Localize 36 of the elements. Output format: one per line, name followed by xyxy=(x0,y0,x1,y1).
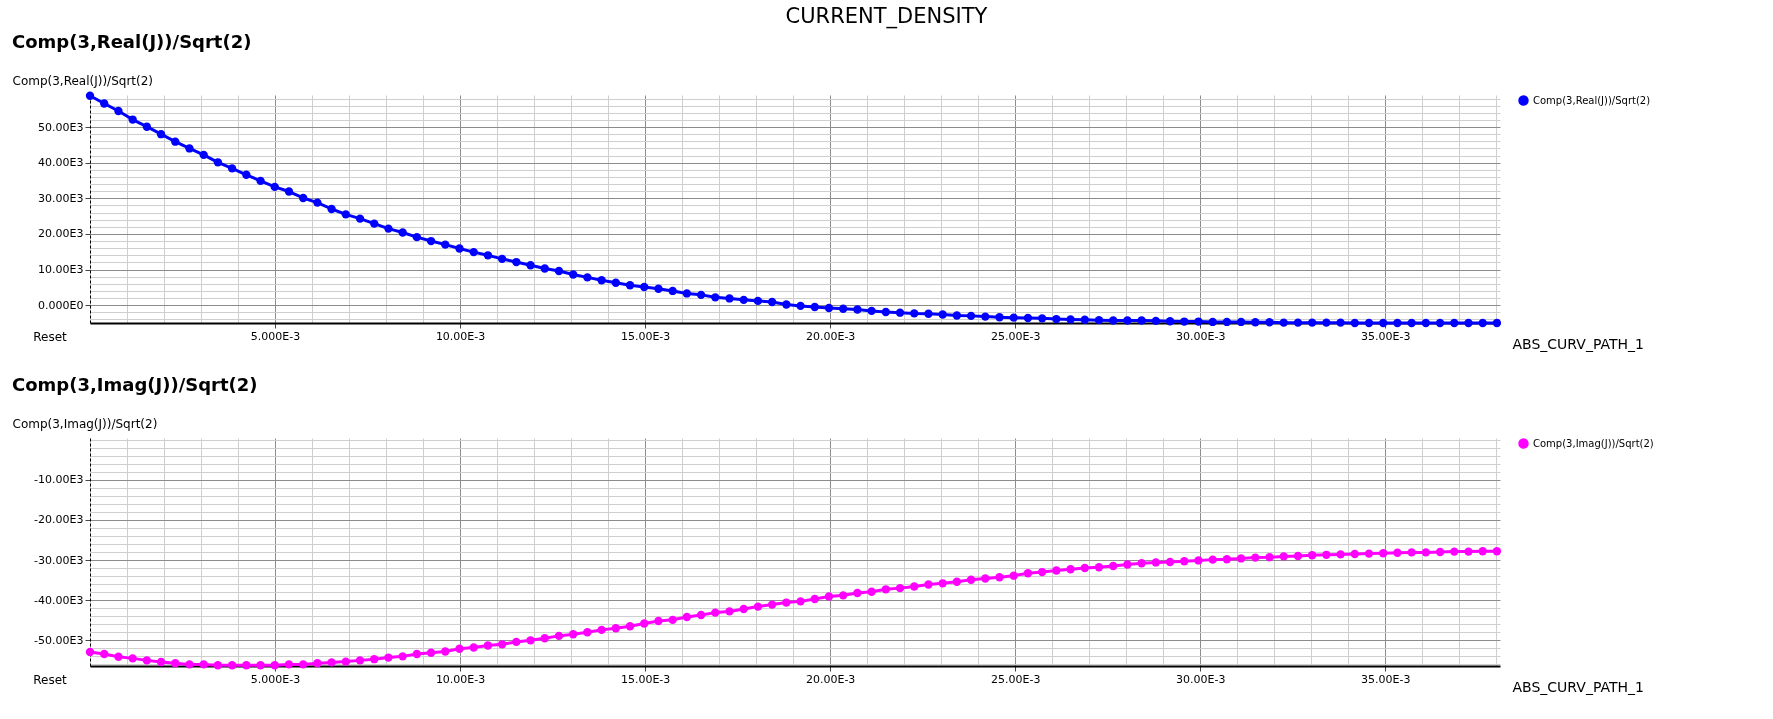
x-tick-label: 15.00E-3 xyxy=(620,329,671,343)
x-axis-title: ABS_CURV_PATH_1 xyxy=(1512,335,1644,352)
x-tick-label: 15.00E-3 xyxy=(620,672,671,686)
x-tick-label: 35.00E-3 xyxy=(1361,329,1411,343)
y-axis-title: Comp(3,Real(J))/Sqrt(2) xyxy=(12,73,154,88)
x-axis-title: ABS_CURV_PATH_1 xyxy=(1512,678,1644,695)
text: Reset xyxy=(33,673,68,687)
y-tick-label: -50.00E3 xyxy=(34,633,84,647)
y-tick-label: 10.00E3 xyxy=(38,263,84,277)
x-tick-label: 5.000E-3 xyxy=(250,672,301,686)
y-tick-label: -20.00E3 xyxy=(34,513,84,527)
y-axis-title: Comp(3,Imag(J))/Sqrt(2) xyxy=(12,416,158,431)
text: Reset xyxy=(33,330,68,344)
y-tick-label: -40.00E3 xyxy=(34,593,84,607)
y-tick-label: 40.00E3 xyxy=(38,156,84,170)
x-tick-label: 20.00E-3 xyxy=(805,329,856,343)
x-tick-label: 30.00E-3 xyxy=(1176,672,1226,686)
x-tick-label: 20.00E-3 xyxy=(805,672,856,686)
x-tick-label: 35.00E-3 xyxy=(1361,672,1411,686)
x-tick-label: 25.00E-3 xyxy=(990,672,1041,686)
x-tick-label: 10.00E-3 xyxy=(435,672,486,686)
legend-label: Comp(3,Imag(J))/Sqrt(2) xyxy=(1533,437,1654,449)
chart-subtitle: Comp(3,Real(J))/Sqrt(2) xyxy=(12,31,252,52)
x-tick-label: 10.00E-3 xyxy=(435,329,486,343)
y-tick-label: 0.000E0 xyxy=(38,298,84,312)
chart-subtitle: Comp(3,Imag(J))/Sqrt(2) xyxy=(12,374,258,395)
y-tick-label: -10.00E3 xyxy=(34,473,84,487)
chart-title: CURRENT_DENSITY xyxy=(784,3,989,30)
y-tick-label: 20.00E3 xyxy=(38,227,84,241)
x-tick-label: 30.00E-3 xyxy=(1176,329,1226,343)
y-tick-label: 50.00E3 xyxy=(38,120,84,134)
legend-label: Comp(3,Real(J))/Sqrt(2) xyxy=(1533,94,1651,106)
x-tick-label: 25.00E-3 xyxy=(990,329,1041,343)
y-tick-label: -30.00E3 xyxy=(34,553,84,567)
x-tick-label: 5.000E-3 xyxy=(250,329,301,343)
y-tick-label: 30.00E3 xyxy=(38,191,84,205)
